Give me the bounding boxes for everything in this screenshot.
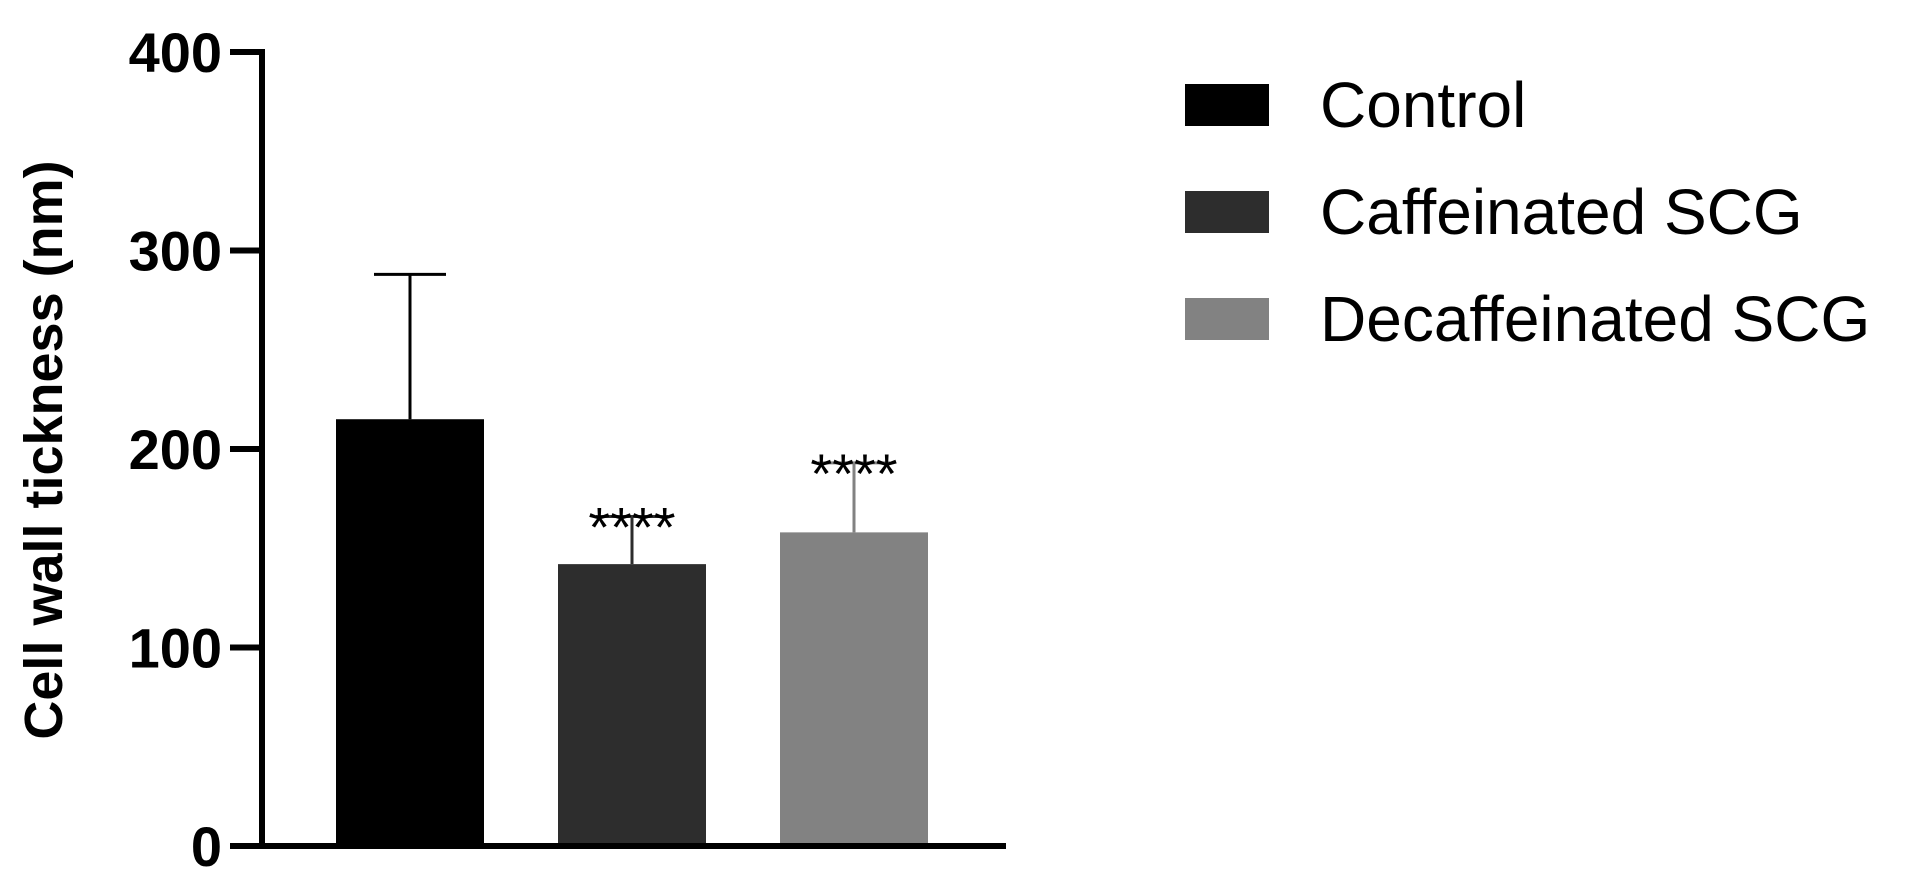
y-tick-label: 400 — [129, 21, 222, 84]
legend-label: Control — [1320, 69, 1526, 141]
legend-swatch — [1185, 298, 1269, 340]
legend-swatch — [1185, 84, 1269, 126]
y-axis-label: Cell wall tickness (nm) — [14, 160, 74, 739]
y-tick-label: 100 — [129, 617, 222, 680]
significance-label: **** — [810, 442, 897, 505]
legend-label: Decaffeinated SCG — [1320, 283, 1870, 355]
y-tick-label: 300 — [129, 220, 222, 283]
significance-label: **** — [588, 495, 675, 558]
y-tick-label: 0 — [191, 815, 222, 878]
plot-area: **** **** 0 100 200 300 400 — [129, 21, 1006, 878]
legend-swatch — [1185, 191, 1269, 233]
bar — [336, 419, 484, 846]
bar — [558, 564, 706, 846]
bar — [780, 532, 928, 846]
legend: Control Caffeinated SCG Decaffeinated SCG — [1185, 69, 1870, 355]
legend-label: Caffeinated SCG — [1320, 176, 1803, 248]
y-tick-label: 200 — [129, 418, 222, 481]
